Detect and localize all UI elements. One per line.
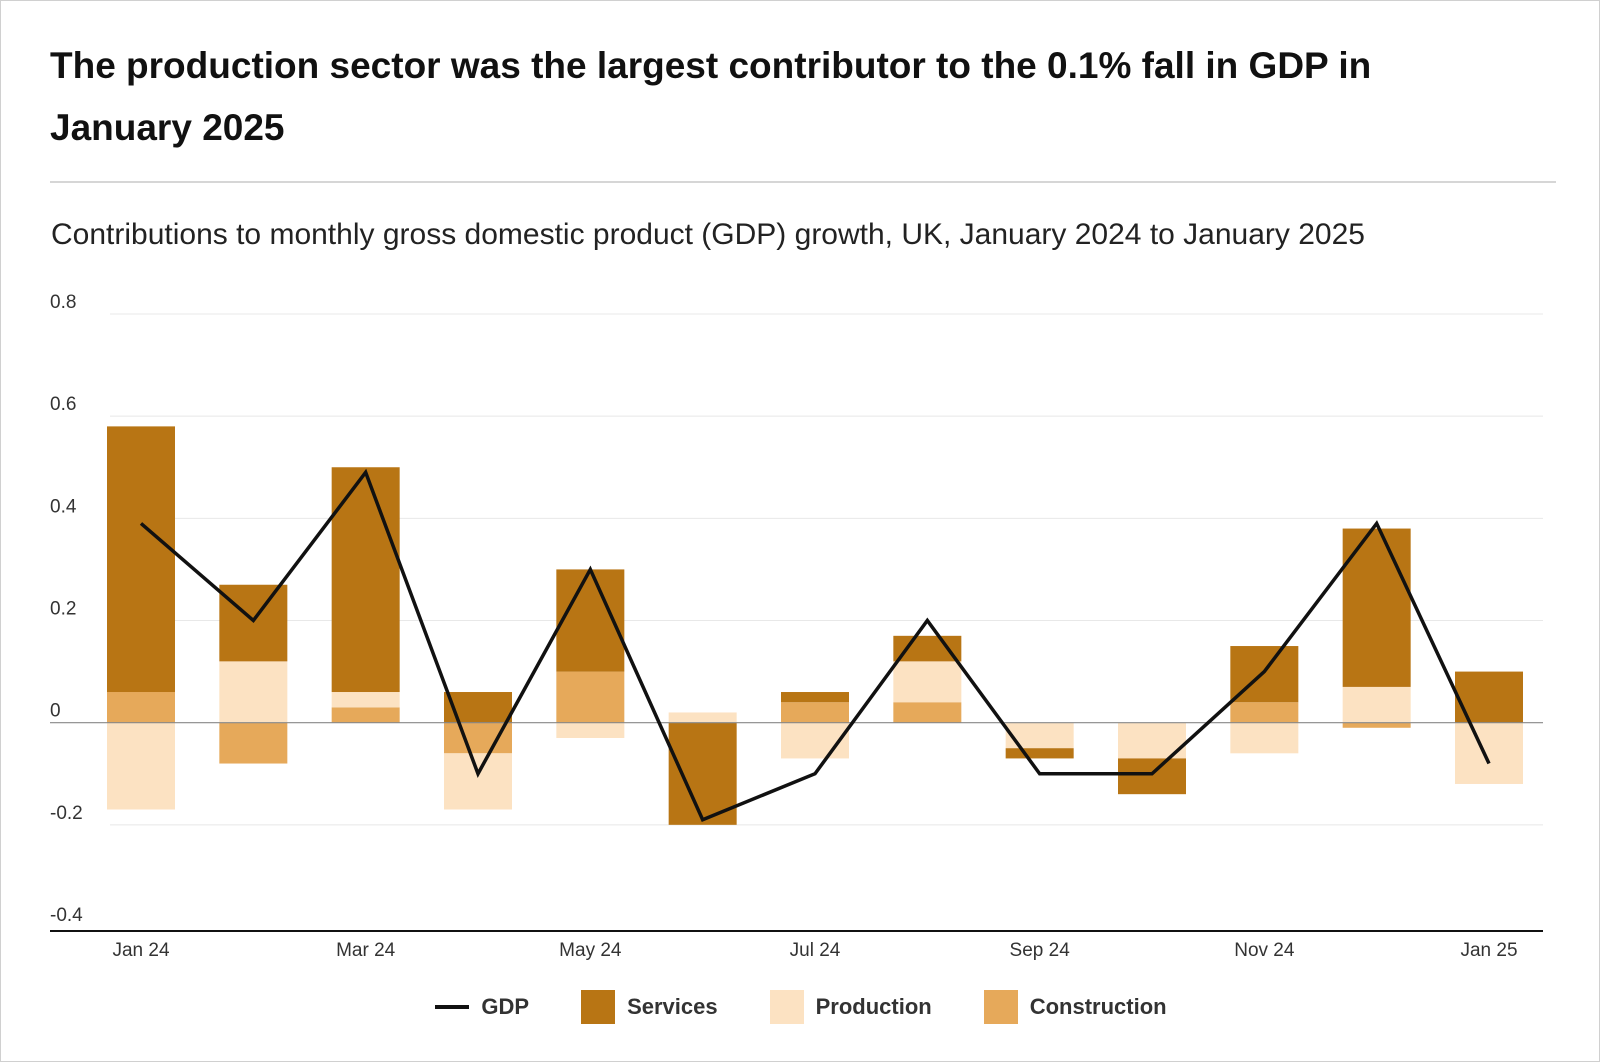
legend-gdp-line-swatch <box>435 1005 470 1009</box>
bar-production <box>1230 722 1299 754</box>
legend-services-swatch <box>581 990 616 1024</box>
title-divider <box>50 181 1556 183</box>
bar-production <box>107 722 175 810</box>
legend-gdp-label: GDP <box>481 994 530 1019</box>
y-tick-label: -0.2 <box>50 803 83 824</box>
bar-production <box>444 753 512 810</box>
x-axis: Jan 24 Mar 24 May 24 Jul 24 Sep 24 Nov 24 Jan … <box>50 930 1543 961</box>
x-tick-label: Jan 24 <box>112 940 169 961</box>
legend-services-label: Services <box>627 994 718 1019</box>
bar-services <box>893 635 962 662</box>
x-tick-label: Jul 24 <box>790 940 841 961</box>
bars <box>107 426 1523 825</box>
bar-services <box>668 722 737 825</box>
bar-services <box>1118 758 1186 795</box>
legend-construction-swatch <box>983 990 1018 1024</box>
bar-services <box>781 692 849 703</box>
y-tick-label: 0.8 <box>50 292 76 313</box>
bar-services <box>1005 748 1074 759</box>
legend-production-swatch <box>769 990 804 1024</box>
bar-construction <box>219 722 288 764</box>
bar-production <box>331 692 400 708</box>
legend-item-production: Production <box>769 990 932 1024</box>
bar-construction <box>781 702 849 723</box>
y-tick-label: -0.4 <box>50 905 83 926</box>
bar-production <box>1342 686 1411 723</box>
bar-construction <box>331 707 400 723</box>
bar-production <box>556 722 625 738</box>
legend: GDP Services Production Construction <box>1 987 1600 1027</box>
bar-production <box>219 661 288 723</box>
bar-construction <box>556 671 625 723</box>
legend-item-gdp: GDP <box>435 994 529 1020</box>
legend-item-construction: Construction <box>983 990 1167 1024</box>
gdp-line <box>139 468 1491 822</box>
bar-services <box>219 584 288 662</box>
legend-production-label: Production <box>815 994 932 1019</box>
x-tick-label: Sep 24 <box>1010 940 1071 961</box>
bar-services <box>107 426 175 693</box>
y-tick-label: 0.6 <box>50 394 76 415</box>
x-tick-label: Mar 24 <box>336 940 396 961</box>
x-tick-label: Nov 24 <box>1234 940 1295 961</box>
bar-construction <box>444 722 512 754</box>
y-tick-label: 0 <box>50 701 61 722</box>
x-tick-label: Jan 25 <box>1460 940 1517 961</box>
y-tick-label: 0.4 <box>50 496 77 517</box>
legend-item-services: Services <box>581 990 718 1024</box>
chart-subtitle: Contributions to monthly gross domestic … <box>51 218 1365 251</box>
bar-construction <box>893 702 962 723</box>
bar-production <box>668 712 737 723</box>
chart-title: The production sector was the largest co… <box>50 45 1372 148</box>
bar-construction <box>107 692 175 723</box>
bar-production <box>1005 722 1074 749</box>
bar-production <box>893 661 962 703</box>
chart-plot: 0.8 0.6 0.4 0.2 0 -0.2 -0.4 Jan 24 Mar 24 May 24… <box>50 292 1543 961</box>
bar-construction <box>1342 722 1411 728</box>
legend-construction-label: Construction <box>1029 994 1167 1019</box>
gdp-series-line <box>139 468 1491 822</box>
y-tick-label: 0.2 <box>50 599 76 620</box>
bar-construction <box>1230 702 1299 723</box>
bar-production <box>1455 722 1523 784</box>
x-tick-label: May 24 <box>559 940 622 961</box>
